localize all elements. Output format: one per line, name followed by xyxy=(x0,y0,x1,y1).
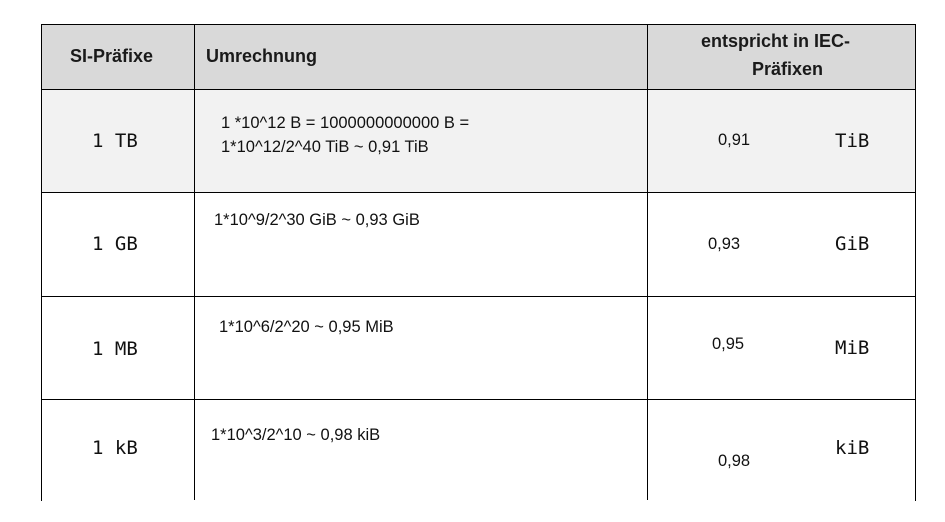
si-prefix-cell: 1 MB xyxy=(92,338,138,360)
conversion-line1: 1*10^9/2^30 GiB ~ 0,93 GiB xyxy=(214,211,420,229)
iec-value-cell: 0,98 xyxy=(718,452,751,470)
si-prefix-cell: 1 kB xyxy=(92,437,138,459)
table-row: 1 GB 1*10^9/2^30 GiB ~ 0,93 GiB 0,93 GiB xyxy=(42,193,915,297)
si-prefix-cell: 1 TB xyxy=(92,130,138,152)
iec-unit-cell: GiB xyxy=(835,233,870,255)
conversion-line1: 1*10^6/2^20 ~ 0,95 MiB xyxy=(219,318,394,336)
column-divider xyxy=(194,25,195,500)
conversion-line2: 1*10^12/2^40 TiB ~ 0,91 TiB xyxy=(221,138,429,156)
header-conversion: Umrechnung xyxy=(206,46,318,66)
table-header-row: SI-Präfixe Umrechnung entspricht in IEC-… xyxy=(42,25,915,90)
header-iec-line2: Präfixen xyxy=(752,59,824,79)
column-divider xyxy=(647,25,648,500)
unit-conversion-table: SI-Präfixe Umrechnung entspricht in IEC-… xyxy=(41,24,916,501)
iec-unit-cell: kiB xyxy=(835,437,870,459)
iec-unit-cell: MiB xyxy=(835,337,870,359)
iec-value-cell: 0,91 xyxy=(718,131,751,149)
conversion-line1: 1*10^3/2^10 ~ 0,98 kiB xyxy=(211,426,381,444)
table-row: 1 TB 1 *10^12 B = 1000000000000 B = 1*10… xyxy=(42,90,915,193)
iec-unit-cell: TiB xyxy=(835,130,870,152)
conversion-line1: 1 *10^12 B = 1000000000000 B = xyxy=(221,114,470,132)
header-si-prefix: SI-Präfixe xyxy=(70,46,154,66)
iec-value-cell: 0,93 xyxy=(708,235,741,253)
si-prefix-cell: 1 GB xyxy=(92,233,138,255)
iec-value-cell: 0,95 xyxy=(712,335,745,353)
table-row: 1 kB 1*10^3/2^10 ~ 0,98 kiB 0,98 kiB xyxy=(42,400,915,501)
table-row: 1 MB 1*10^6/2^20 ~ 0,95 MiB 0,95 MiB xyxy=(42,297,915,400)
header-iec-line1: entspricht in IEC- xyxy=(701,31,851,51)
